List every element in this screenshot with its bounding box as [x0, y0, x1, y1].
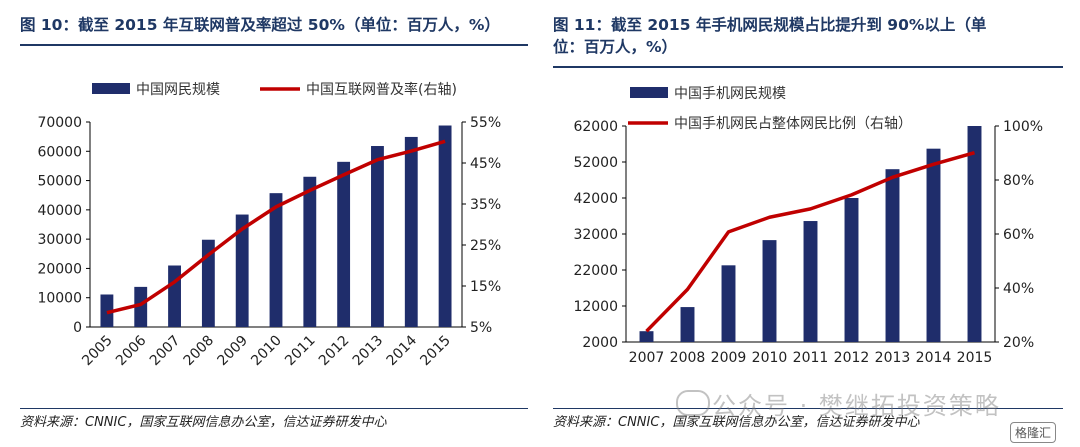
left-y-tick-label: 0	[73, 320, 82, 336]
right-y-tick-label: 62000	[573, 119, 618, 135]
right-source-rule	[553, 408, 1063, 409]
left-y-tick-label: 20000	[37, 261, 82, 277]
right-legend-line-label: 中国手机网民占整体网民比例（右轴）	[674, 116, 912, 132]
right-line-series	[645, 151, 975, 333]
left-x-tick-label: 2009	[214, 333, 251, 370]
left-source-note: 资料来源：CNNIC，国家互联网信息办公室，信达证券研发中心	[20, 415, 387, 430]
left-bar	[303, 176, 317, 327]
right-bar	[967, 126, 982, 342]
left-chart: 0 10000 20000 30000 40000 50000 60000 70000 5% 15…	[37, 81, 501, 370]
left-bar	[134, 286, 148, 327]
left-x-tick-label: 2011	[282, 333, 319, 370]
right-bar	[803, 221, 818, 342]
left-source-rule	[20, 408, 528, 409]
right-bar	[844, 198, 859, 342]
right-y2-tick-label: 40%	[1003, 281, 1034, 297]
left-x-tick-label: 2007	[147, 333, 184, 370]
left-bar	[438, 125, 452, 327]
right-x-tick-label: 2009	[711, 350, 747, 366]
right-x-tick-label: 2013	[875, 350, 911, 366]
left-bar	[269, 193, 283, 327]
gelonghui-logo: 格隆汇	[1010, 422, 1057, 443]
left-y-tick-label: 60000	[37, 144, 82, 160]
left-y2-tick-label: 45%	[470, 156, 501, 172]
right-chart-title-line1: 图 11：截至 2015 年手机网民规模占比提升到 90%以上（单	[553, 16, 987, 34]
left-x-tick-label: 2012	[316, 333, 353, 370]
left-bar	[235, 214, 249, 327]
right-title-rule	[553, 66, 1063, 68]
right-bar	[885, 169, 900, 342]
left-y2-tick-label: 25%	[470, 238, 501, 254]
right-x-tick-label: 2014	[916, 350, 952, 366]
left-y-tick-label: 40000	[37, 203, 82, 219]
right-y2-tick-label: 20%	[1003, 335, 1034, 351]
right-x-tick-label: 2008	[670, 350, 706, 366]
right-y-tick-label: 32000	[573, 227, 618, 243]
left-y2-tick-label: 15%	[470, 279, 501, 295]
left-x-tick-label: 2013	[350, 333, 387, 370]
left-bar	[404, 136, 418, 327]
right-bar	[639, 331, 654, 342]
right-x-tick-label: 2010	[752, 350, 788, 366]
right-bar	[721, 265, 736, 342]
right-chart-title-line2: 位：百万人，%）	[553, 38, 678, 56]
left-x-tick-label: 2006	[113, 332, 150, 369]
right-x-tick-label: 2015	[957, 350, 993, 366]
left-x-tick-label: 2014	[384, 332, 421, 369]
left-y-tick-label: 70000	[37, 115, 82, 131]
right-y-tick-label: 42000	[573, 191, 618, 207]
right-bar	[762, 240, 777, 342]
right-x-tick-label: 2012	[834, 350, 870, 366]
left-y2-tick-label: 55%	[470, 115, 501, 131]
left-y-tick-label: 50000	[37, 174, 82, 190]
left-x-tick-label: 2005	[79, 333, 116, 370]
right-y2-tick-label: 80%	[1003, 173, 1034, 189]
left-title-rule	[20, 44, 528, 46]
left-bar	[201, 239, 215, 327]
right-y-tick-label: 52000	[573, 155, 618, 171]
right-chart: 2000 12000 22000 32000 42000 52000 62000 20% 40%…	[573, 86, 1043, 366]
left-chart-title: 图 10：截至 2015 年互联网普及率超过 50%（单位：百万人，%）	[20, 16, 500, 34]
left-y2-tick-label: 5%	[470, 320, 492, 336]
left-bar	[337, 161, 351, 327]
left-y-tick-label: 10000	[37, 291, 82, 307]
left-line-series	[106, 139, 446, 315]
right-y2-tick-label: 60%	[1003, 227, 1034, 243]
right-y-tick-label: 22000	[573, 263, 618, 279]
left-y-tick-label: 30000	[37, 232, 82, 248]
right-source-note: 资料来源：CNNIC，国家互联网信息办公室，信达证券研发中心	[553, 415, 920, 430]
left-legend-bar-swatch	[92, 83, 130, 94]
left-legend-line-label: 中国互联网普及率(右轴)	[306, 81, 457, 98]
left-x-tick-label: 2008	[181, 333, 218, 370]
left-y2-tick-label: 35%	[470, 197, 501, 213]
right-bar	[680, 307, 695, 342]
right-y-tick-label: 12000	[573, 299, 618, 315]
right-legend-bar-swatch	[630, 87, 668, 98]
wechat-icon	[676, 390, 710, 416]
left-x-tick-label: 2010	[248, 333, 285, 370]
right-y2-tick-label: 100%	[1003, 119, 1043, 135]
left-bar	[100, 294, 114, 327]
right-y-tick-label: 2000	[582, 335, 618, 351]
right-x-tick-label: 2011	[793, 350, 829, 366]
left-bar	[371, 146, 384, 327]
watermark-text: 公众号 · 樊继拓投资策略	[712, 392, 1001, 420]
right-legend-bar-label: 中国手机网民规模	[674, 86, 786, 102]
left-x-tick-label: 2015	[417, 333, 454, 370]
left-legend-bar-label: 中国网民规模	[136, 82, 220, 98]
left-bar	[168, 265, 181, 327]
right-x-tick-label: 2007	[629, 350, 665, 366]
right-bar	[926, 148, 941, 342]
